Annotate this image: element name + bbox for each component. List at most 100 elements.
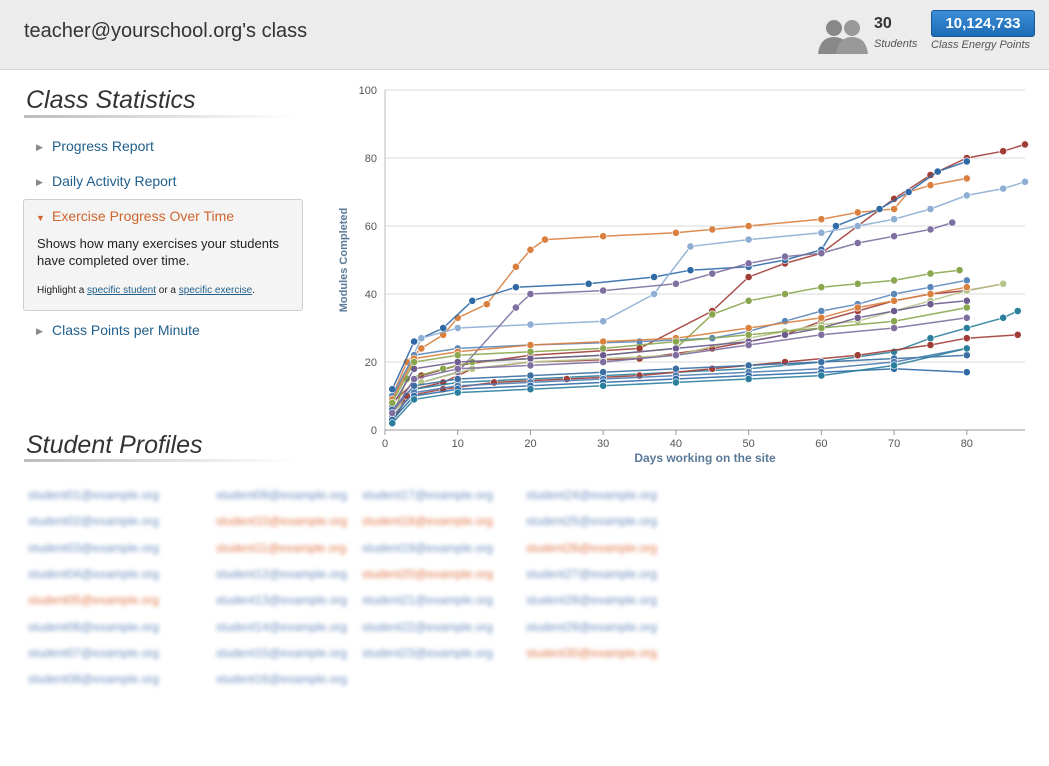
data-point (962, 157, 971, 166)
class-energy-points-badge[interactable]: 10,124,733 (931, 10, 1035, 37)
series-15 (388, 364, 971, 424)
student-profile-link[interactable]: student26@example.org (526, 540, 657, 555)
student-profile-link[interactable]: student21@example.org (362, 593, 493, 608)
student-profiles-heading: Student Profiles (26, 431, 203, 459)
student-profile-link[interactable]: student10@example.org (216, 514, 347, 529)
data-point (599, 381, 608, 390)
student-profile-link[interactable]: student24@example.org (526, 488, 657, 502)
data-point (708, 310, 717, 319)
student-profile-link[interactable]: student11@example.org (216, 540, 347, 555)
data-point (817, 283, 826, 292)
nav-progress-report[interactable]: ▶ Progress Report (36, 138, 154, 154)
data-point (599, 337, 608, 346)
x-tick-label: 0 (382, 438, 388, 450)
student-profile-link[interactable]: student02@example.org (28, 514, 159, 529)
data-point (417, 334, 426, 343)
series-19 (388, 303, 971, 407)
data-point (817, 330, 826, 339)
student-profile-link[interactable]: student25@example.org (526, 514, 657, 529)
x-tick-label: 40 (670, 438, 682, 450)
student-profile-link[interactable]: student16@example.org (216, 672, 347, 687)
data-point (388, 398, 397, 407)
series-line (391, 347, 967, 417)
series-2 (388, 279, 1008, 417)
student-profile-link[interactable]: student23@example.org (362, 645, 493, 660)
data-point (672, 337, 680, 346)
student-profile-link[interactable]: student07@example.org (28, 645, 159, 660)
exercise-progress-chart[interactable]: 0 20 40 60 80 100 0 10 20 30 40 50 60 70 80 Days worki… (330, 78, 1040, 470)
active-report-title[interactable]: ▼ Exercise Progress Over Time (36, 208, 234, 224)
active-report-description: Shows how many exercises your students h… (37, 236, 280, 268)
data-point (962, 324, 971, 332)
student-profile-link[interactable]: student29@example.org (526, 619, 657, 634)
data-point (417, 344, 426, 353)
student-profile-link[interactable]: student01@example.org (28, 488, 159, 502)
student-profile-link[interactable]: student15@example.org (216, 645, 347, 660)
x-tick-label: 30 (597, 438, 609, 450)
student-profile-link[interactable]: student12@example.org (216, 566, 347, 581)
data-point (955, 266, 964, 275)
student-profile-link[interactable]: student13@example.org (216, 593, 347, 608)
data-point (599, 286, 608, 295)
student-profile-link[interactable]: student04@example.org (28, 566, 159, 581)
student-profile-link[interactable]: student28@example.org (526, 593, 657, 608)
data-point (890, 307, 898, 315)
data-point (853, 239, 862, 247)
data-point (948, 218, 957, 227)
student-profile-link[interactable]: student17@example.org (362, 488, 493, 502)
data-point (388, 409, 397, 417)
class-energy-points-label: Class Energy Points (931, 39, 1031, 51)
student-profile-link[interactable]: student09@example.org (216, 488, 347, 502)
data-point (439, 324, 448, 332)
data-point (999, 184, 1008, 193)
nav-progress-report-label: Progress Report (52, 138, 154, 154)
hint-prefix: Highlight a (37, 285, 85, 296)
student-profile-link[interactable]: student03@example.org (28, 540, 159, 555)
data-point (526, 245, 535, 254)
data-point (410, 375, 418, 383)
data-point (962, 303, 971, 312)
student-profile-link[interactable]: student19@example.org (362, 540, 493, 555)
student-profile-link[interactable]: student27@example.org (526, 566, 657, 581)
student-profile-link[interactable]: student06@example.org (28, 619, 159, 634)
data-point (526, 320, 535, 329)
top-bar: teacher@yourschool.org's class 30 Studen… (0, 0, 1049, 70)
data-point (672, 228, 680, 237)
data-point (890, 361, 898, 370)
data-point (526, 371, 535, 380)
data-point (962, 351, 971, 360)
student-profile-link[interactable]: student14@example.org (216, 619, 347, 634)
data-point (744, 296, 753, 305)
student-profile-link[interactable]: student18@example.org (362, 514, 493, 529)
data-point (817, 307, 826, 315)
student-profile-link[interactable]: student05@example.org (28, 593, 159, 608)
x-tick-label: 60 (815, 438, 827, 450)
student-profile-link[interactable]: student22@example.org (362, 619, 493, 634)
data-point (599, 358, 608, 366)
chart-grid (385, 89, 1025, 431)
nav-daily-activity-report[interactable]: ▶ Daily Activity Report (36, 173, 176, 189)
data-point (512, 262, 520, 271)
nav-class-points-per-minute[interactable]: ▶ Class Points per Minute (36, 322, 200, 338)
specific-exercise-link[interactable]: specific exercise (178, 285, 253, 296)
student-profile-link[interactable]: student08@example.org (28, 672, 159, 687)
specific-student-link[interactable]: specific student (87, 285, 156, 296)
data-point (686, 242, 695, 251)
data-point (512, 303, 520, 312)
data-point (781, 252, 789, 261)
data-point (999, 147, 1008, 156)
data-point (599, 317, 608, 326)
data-point (890, 232, 898, 241)
series-17 (388, 313, 971, 417)
student-profile-link[interactable]: student20@example.org (362, 566, 493, 581)
y-tick-label: 60 (365, 221, 377, 233)
student-profile-link[interactable]: student30@example.org (526, 645, 657, 660)
data-point (817, 371, 826, 380)
data-point (926, 269, 935, 278)
data-point (541, 235, 549, 244)
data-point (526, 385, 535, 394)
triangle-right-icon: ▶ (36, 176, 43, 187)
data-point (672, 364, 680, 373)
series-5 (388, 177, 1029, 404)
data-point (410, 395, 418, 404)
